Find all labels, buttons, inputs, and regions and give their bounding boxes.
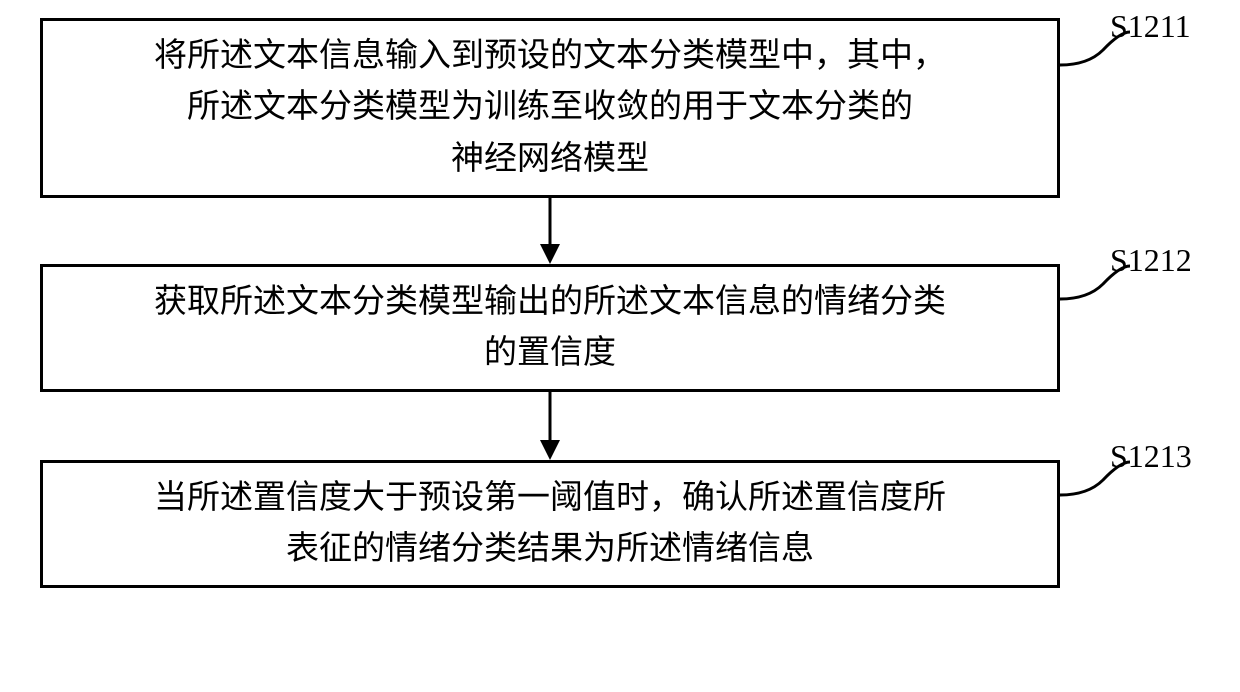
step-box-s1211: 将所述文本信息输入到预设的文本分类模型中，其中， 所述文本分类模型为训练至收敛的… xyxy=(40,18,1060,198)
step-box-s1213: 当所述置信度大于预设第一阈值时，确认所述置信度所 表征的情绪分类结果为所述情绪信… xyxy=(40,460,1060,588)
step-box-s1212: 获取所述文本分类模型输出的所述文本信息的情绪分类 的置信度 xyxy=(40,264,1060,392)
step-text: 所述文本分类模型为训练至收敛的用于文本分类的 xyxy=(187,82,913,133)
flow-arrow xyxy=(537,198,563,266)
step-text: 获取所述文本分类模型输出的所述文本信息的情绪分类 xyxy=(154,277,946,328)
step-label-s1212: S1212 xyxy=(1110,242,1192,279)
step-label-s1211: S1211 xyxy=(1110,8,1191,45)
step-text: 神经网络模型 xyxy=(451,134,649,185)
step-text: 表征的情绪分类结果为所述情绪信息 xyxy=(286,524,814,575)
step-text: 将所述文本信息输入到预设的文本分类模型中，其中， xyxy=(154,31,946,82)
flow-arrow xyxy=(537,392,563,462)
step-text: 当所述置信度大于预设第一阈值时，确认所述置信度所 xyxy=(154,473,946,524)
step-label-s1213: S1213 xyxy=(1110,438,1192,475)
step-text: 的置信度 xyxy=(484,328,616,379)
